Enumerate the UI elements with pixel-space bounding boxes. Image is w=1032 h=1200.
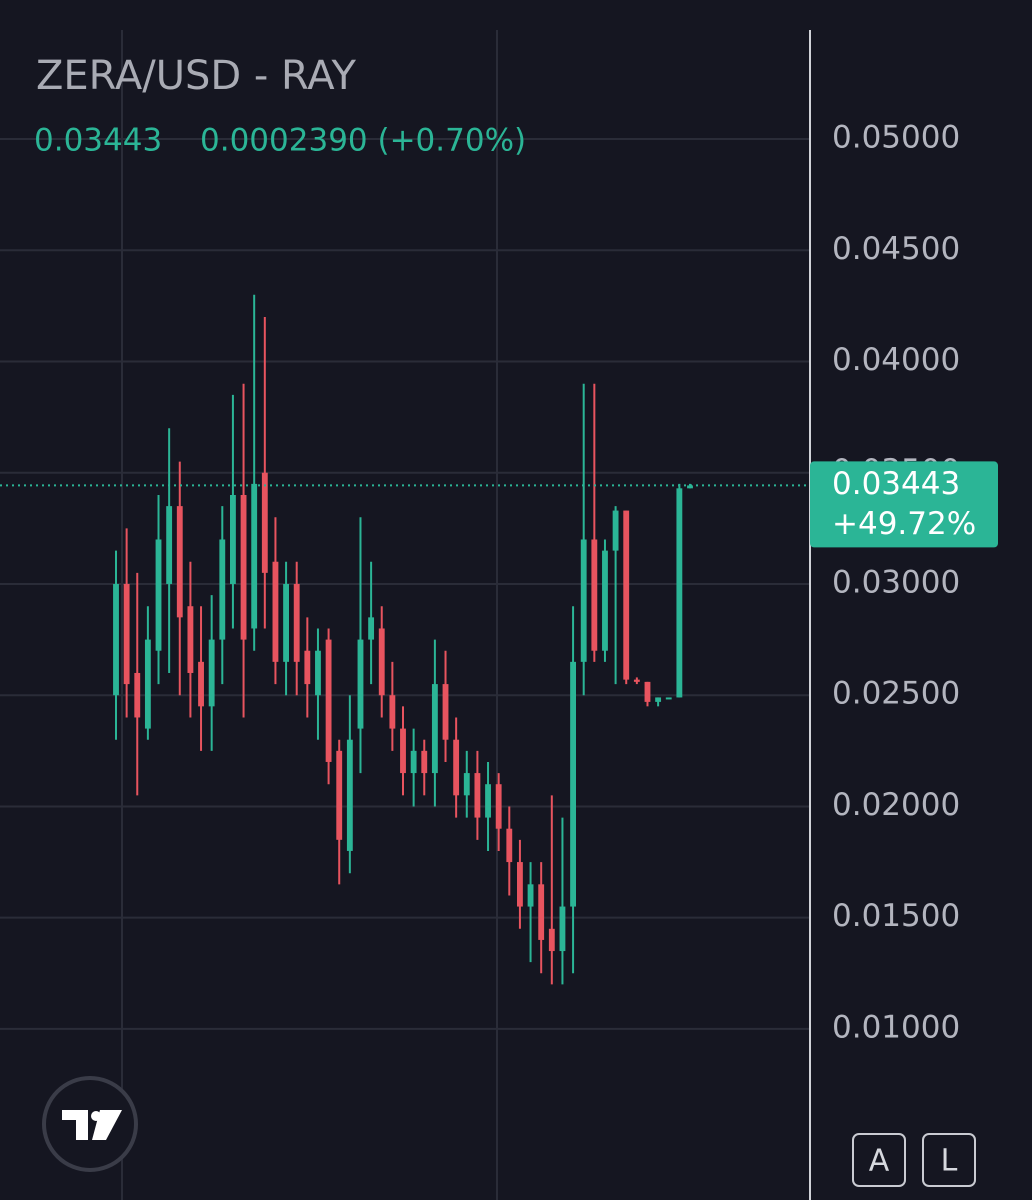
candle-body [527, 884, 534, 907]
y-tick-label: 0.03000 [832, 564, 960, 600]
logo-circle [42, 1076, 138, 1172]
candle-body [602, 550, 608, 651]
symbol-title: ZERA/USD - RAY [36, 53, 356, 99]
candle-body [570, 661, 576, 907]
tradingview-logo[interactable] [42, 1076, 138, 1172]
candle-body [591, 539, 598, 651]
candle-body [325, 639, 332, 762]
candle-body [506, 828, 513, 863]
candle-body [134, 672, 141, 718]
candle-body [623, 510, 630, 680]
logo-mark [62, 1110, 122, 1140]
candle-body [346, 739, 353, 851]
price-change: 0.0002390 (+0.70%) [200, 123, 526, 159]
candle-body [176, 506, 183, 618]
candle-body [421, 750, 428, 774]
candle-body [144, 639, 151, 729]
candle-body [198, 661, 204, 707]
candle-body [389, 695, 396, 729]
last-price-label: 0.03443 [832, 466, 960, 502]
candle-body [272, 561, 279, 662]
candle-body [474, 773, 481, 818]
candle-body [687, 485, 693, 489]
candle-body [410, 750, 417, 774]
candle-body [251, 483, 258, 629]
scale-button-label[interactable]: L [941, 1144, 958, 1179]
candle-body [368, 617, 375, 640]
candle-body [219, 539, 226, 640]
candle-body [283, 583, 289, 662]
candle-body [633, 679, 640, 682]
candle-body [400, 728, 406, 774]
y-tick-label: 0.01500 [832, 898, 960, 934]
candle-body [240, 494, 247, 640]
candle-body [315, 650, 321, 696]
candle-body [261, 472, 268, 573]
candle-body [665, 697, 672, 700]
candle-body [155, 539, 162, 651]
y-tick-label: 0.05000 [832, 120, 960, 156]
scale-button[interactable] [922, 1133, 976, 1187]
candle-body [123, 583, 130, 685]
logo-dot [91, 1111, 101, 1121]
last-change-label: +49.72% [832, 506, 976, 542]
y-tick-label: 0.04000 [832, 342, 960, 378]
candle-body [485, 784, 491, 818]
candle-body [676, 488, 683, 698]
candle-body [187, 606, 194, 673]
candle-body [336, 750, 343, 840]
y-tick-label: 0.02000 [832, 787, 960, 823]
y-tick-label: 0.04500 [832, 231, 960, 267]
scale-button-label[interactable]: A [869, 1144, 890, 1179]
candle-body [230, 494, 236, 584]
y-tick-label: 0.02500 [832, 676, 960, 712]
last-price: 0.03443 [34, 123, 162, 159]
candle-body [304, 650, 311, 685]
candle-body [378, 628, 385, 696]
candle-body [495, 784, 502, 829]
candle-body [612, 510, 619, 551]
candle-body [453, 739, 460, 796]
candle-body [431, 684, 438, 774]
candle-body [166, 506, 173, 584]
candle-body [208, 639, 215, 707]
candle-body [559, 906, 566, 952]
candle-body [655, 697, 662, 702]
candle-body [644, 681, 651, 702]
price-axis: 0.050000.045000.040000.035000.030000.025… [832, 120, 960, 1046]
last-price-badge [810, 461, 998, 548]
candle-body [517, 862, 523, 907]
candle-body [442, 684, 449, 740]
candle-body [548, 928, 555, 952]
candles [113, 294, 693, 985]
candle-body [538, 884, 545, 940]
candle-body [113, 583, 119, 696]
scale-button[interactable] [852, 1133, 906, 1187]
y-tick-label: 0.01000 [832, 1009, 960, 1045]
candle-body [580, 539, 587, 662]
candle-body [463, 773, 470, 796]
overlay: 0.03443 +49.72% A L [0, 461, 998, 1187]
candle-body [293, 583, 300, 662]
candle-body [357, 639, 364, 729]
